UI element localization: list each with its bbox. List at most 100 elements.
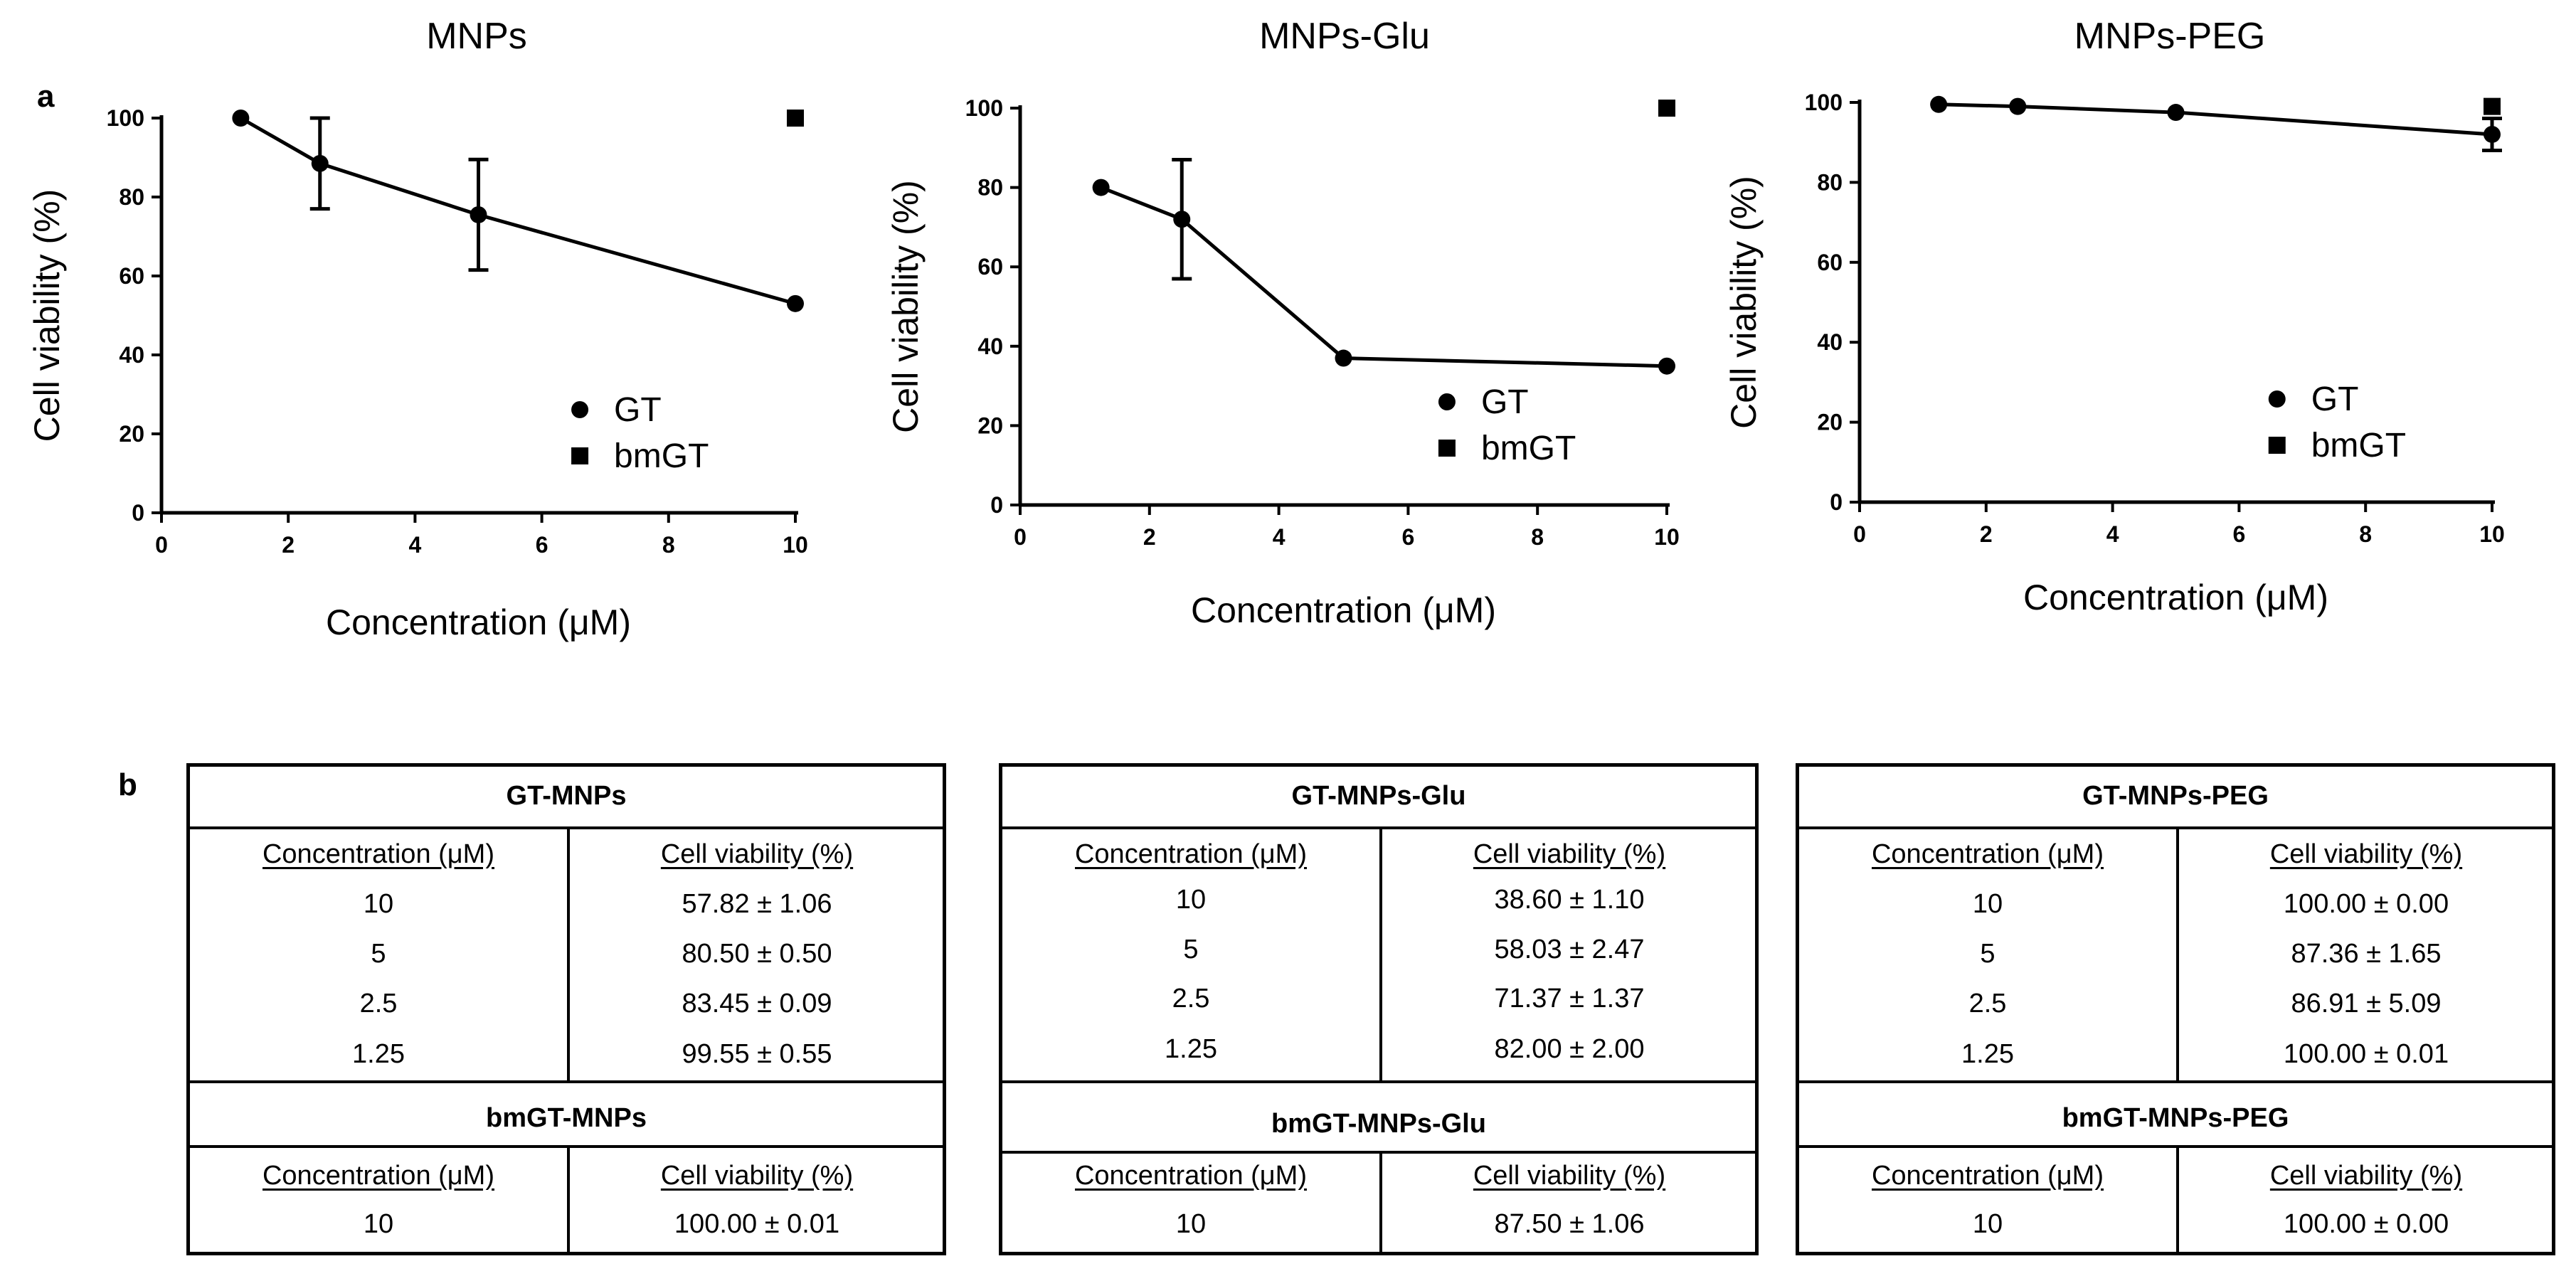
- legend-label-GT: GT: [2311, 381, 2359, 418]
- column-header-concentration: Concentration (μM): [1871, 839, 2104, 869]
- x-tick-label: 4: [2106, 521, 2119, 547]
- y-tick-label: 0: [132, 500, 144, 526]
- column-header-cell-viability: Cell viability (%): [1473, 1161, 1666, 1191]
- x-tick-label: 6: [1402, 524, 1415, 550]
- table-divider: [190, 826, 943, 829]
- table-divider: [1799, 1145, 2552, 1148]
- data-point-bmGT: [787, 110, 804, 127]
- table-gt-title: GT-MNPs-PEG: [2082, 781, 2269, 811]
- table-cell: 2.5: [1172, 984, 1210, 1014]
- table-cell: 10: [1972, 1209, 2003, 1239]
- table-cell: 71.37 ± 1.37: [1494, 984, 1645, 1014]
- legend-marker-bmGT: [2268, 437, 2286, 454]
- table-cell: 38.60 ± 1.10: [1494, 885, 1645, 915]
- y-tick-label: 20: [119, 421, 144, 447]
- table-column-divider: [567, 1147, 570, 1253]
- column-header-cell-viability: Cell viability (%): [1473, 839, 1666, 869]
- x-tick-label: 10: [2479, 521, 2505, 547]
- x-tick-label: 0: [1853, 521, 1866, 547]
- table-cell: 2.5: [359, 989, 398, 1019]
- y-tick-label: 20: [977, 413, 1003, 438]
- x-tick-label: 8: [2359, 521, 2372, 547]
- y-axis-label: Cell viability (%): [886, 180, 926, 433]
- table-divider: [190, 1080, 943, 1083]
- table-cell: 87.36 ± 1.65: [2291, 939, 2442, 969]
- legend-marker-GT: [2268, 390, 2286, 408]
- table-cell: 10: [363, 889, 394, 919]
- column-header-cell-viability: Cell viability (%): [2269, 1161, 2463, 1191]
- table-cell: 5: [371, 939, 386, 969]
- y-tick-label: 80: [1817, 169, 1843, 195]
- table-column-divider: [1379, 1152, 1382, 1253]
- y-tick-label: 80: [977, 175, 1003, 201]
- data-point-GT: [2009, 97, 2027, 115]
- y-tick-label: 100: [1805, 90, 1843, 115]
- y-tick-label: 100: [965, 95, 1003, 121]
- legend-marker-bmGT: [1438, 440, 1456, 457]
- table-divider: [1799, 826, 2552, 829]
- x-tick-label: 2: [1980, 521, 1993, 547]
- y-tick-label: 0: [1830, 489, 1843, 515]
- data-point-bmGT: [1658, 100, 1675, 117]
- data-point-GT: [1173, 211, 1191, 228]
- x-tick-label: 2: [1143, 524, 1156, 550]
- table-divider: [1799, 1080, 2552, 1083]
- table-column-divider: [2176, 828, 2179, 1080]
- table-cell: 83.45 ± 0.09: [682, 989, 832, 1019]
- column-header-concentration: Concentration (μM): [262, 1161, 494, 1191]
- table-bm-title: bmGT-MNPs-PEG: [2062, 1103, 2289, 1133]
- table-cell: 1.25: [1961, 1039, 2014, 1069]
- legend-marker-GT: [1438, 393, 1456, 410]
- column-header-cell-viability: Cell viability (%): [2269, 839, 2463, 869]
- table-cell: 5: [1980, 939, 1995, 969]
- series-line-GT: [1100, 186, 1668, 368]
- table-cell: 10: [1175, 1209, 1207, 1239]
- x-tick-label: 10: [783, 532, 808, 558]
- table-cell: 10: [1175, 885, 1207, 915]
- table-cell: 100.00 ± 0.01: [674, 1209, 840, 1239]
- chart-title: MNPs-PEG: [2074, 16, 2266, 57]
- x-tick-label: 6: [2233, 521, 2246, 547]
- table-gt-title: GT-MNPs-Glu: [1291, 781, 1466, 811]
- panel-label-b: b: [118, 767, 137, 802]
- table-column-divider: [1379, 828, 1382, 1080]
- y-axis-label: Cell viability (%): [27, 189, 67, 442]
- column-header-concentration: Concentration (μM): [1074, 839, 1307, 869]
- y-tick-label: 100: [107, 105, 144, 131]
- y-tick-label: 60: [1817, 250, 1843, 275]
- x-tick-label: 0: [1014, 524, 1027, 550]
- data-point-GT: [787, 294, 804, 312]
- table-cell: 100.00 ± 0.01: [2283, 1039, 2449, 1069]
- column-header-concentration: Concentration (μM): [1074, 1161, 1307, 1191]
- table-cell: 57.82 ± 1.06: [682, 889, 832, 919]
- table-cell: 86.91 ± 5.09: [2291, 989, 2442, 1019]
- table-cell: 10: [363, 1209, 394, 1239]
- table-gt-mnps-glu: GT-MNPs-Glu Concentration (μM) Cell viab…: [999, 763, 1759, 1255]
- table-gt-mnps-peg: GT-MNPs-PEG Concentration (μM) Cell viab…: [1796, 763, 2555, 1255]
- table-divider: [1002, 826, 1755, 829]
- table-cell: 58.03 ± 2.47: [1494, 935, 1645, 964]
- x-tick-label: 10: [1654, 524, 1680, 550]
- legend-marker-bmGT: [571, 447, 589, 464]
- x-axis-label: Concentration (μM): [1191, 590, 1496, 630]
- table-cell: 10: [1972, 889, 2003, 919]
- table-column-divider: [567, 828, 570, 1080]
- table-column-divider: [2176, 1147, 2179, 1253]
- x-tick-label: 0: [155, 532, 168, 558]
- legend-label-bmGT: bmGT: [614, 437, 709, 475]
- chart-title: MNPs-Glu: [1259, 16, 1430, 57]
- legend-label-bmGT: bmGT: [2311, 427, 2406, 464]
- legend-label-GT: GT: [1481, 383, 1529, 421]
- data-point-bmGT: [2484, 97, 2501, 115]
- x-tick-label: 6: [536, 532, 548, 558]
- table-cell: 100.00 ± 0.00: [2283, 889, 2449, 919]
- y-tick-label: 40: [119, 342, 144, 368]
- data-point-GT: [470, 206, 487, 223]
- table-cell: 1.25: [1165, 1034, 1217, 1064]
- y-tick-label: 40: [977, 334, 1003, 359]
- table-bm-title: bmGT-MNPs-Glu: [1271, 1109, 1486, 1139]
